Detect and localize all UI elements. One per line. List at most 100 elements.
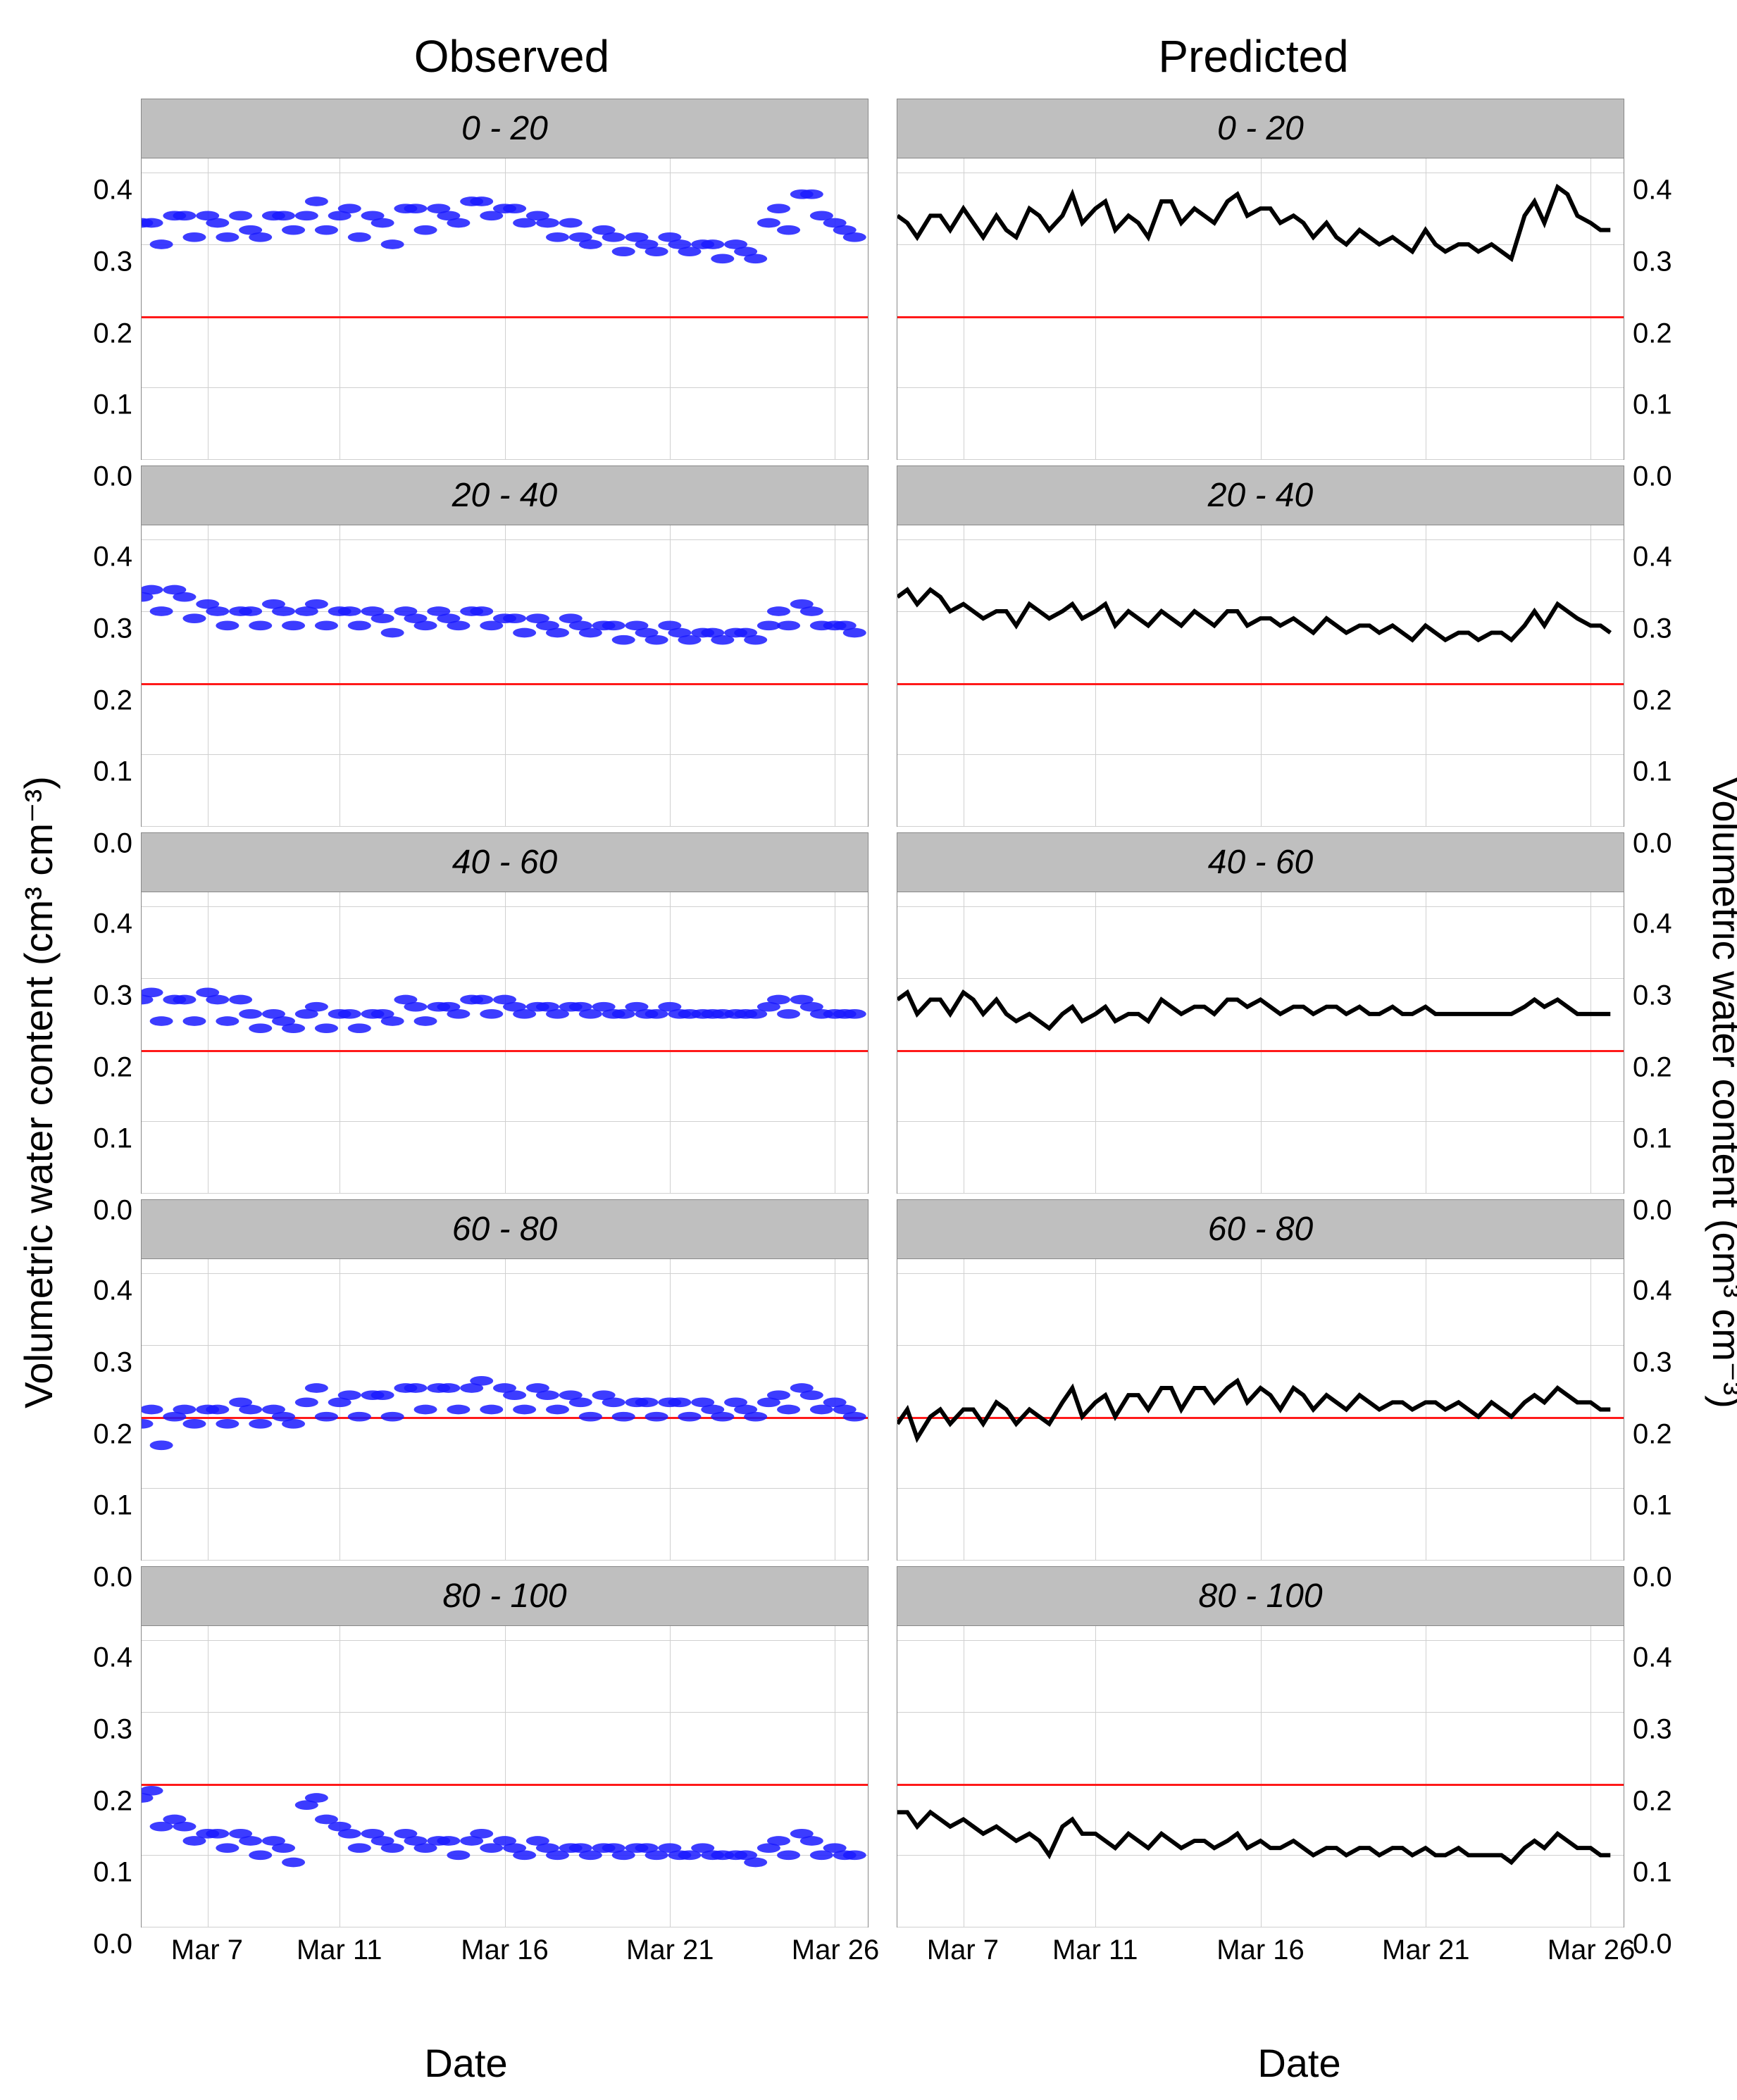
plot-area (897, 1626, 1624, 1927)
y-tick: 0.2 (1624, 1051, 1702, 1083)
panel-wrapper: 0.00.10.20.30.420 - 40 (897, 465, 1702, 827)
y-tick: 0.1 (63, 389, 141, 421)
y-tick: 0.0 (63, 1929, 141, 1961)
y-ticks: 0.00.10.20.30.4 (63, 832, 141, 1194)
y-tick: 0.2 (63, 1785, 141, 1817)
column-headers: Observed Predicted (14, 14, 1737, 99)
y-tick: 0.4 (63, 1275, 141, 1307)
facet-strip: 20 - 40 (897, 466, 1624, 525)
y-tick: 0.1 (1624, 1490, 1702, 1522)
panel-wrapper: 0.00.10.20.30.40 - 20 (897, 99, 1702, 460)
y-axis-title-right: Volumetric water content (cm³ cm⁻³) (1702, 99, 1737, 2086)
y-ticks: 0.00.10.20.30.4 (63, 1566, 141, 1927)
data-layer (897, 1626, 1624, 1927)
y-tick: 0.3 (63, 1347, 141, 1379)
figure: Observed Predicted Volumetric water cont… (14, 14, 1737, 2086)
y-tick: 0.3 (1624, 613, 1702, 645)
y-ticks: 0.00.10.20.30.4 (1624, 832, 1702, 1194)
panel-predicted-2: 40 - 60 (897, 832, 1624, 1194)
x-tick: Mar 11 (297, 1935, 382, 1966)
y-tick: 0.1 (1624, 389, 1702, 421)
facet-strip: 60 - 80 (142, 1200, 868, 1259)
y-tick: 0.4 (63, 175, 141, 206)
panel-wrapper: 0.00.10.20.30.440 - 60 (63, 832, 868, 1194)
y-ticks: 0.00.10.20.30.4 (1624, 465, 1702, 827)
y-tick: 0.1 (63, 1123, 141, 1155)
y-ticks: 0.00.10.20.30.4 (1624, 99, 1702, 460)
x-tick: Mar 16 (461, 1935, 549, 1966)
y-ticks: 0.00.10.20.30.4 (1624, 1199, 1702, 1561)
panel-wrapper: 0.00.10.20.30.40 - 20 (63, 99, 868, 460)
y-tick: 0.2 (63, 685, 141, 716)
panel-wrapper: 0.00.10.20.30.480 - 100 (63, 1566, 868, 1927)
panel-wrapper: 0.00.10.20.30.420 - 40 (63, 465, 868, 827)
plot-area (897, 525, 1624, 826)
x-tick: Mar 26 (792, 1935, 880, 1966)
y-tick: 0.2 (1624, 318, 1702, 349)
x-axis-title-predicted: Date (897, 2040, 1702, 2086)
facet-strip: 60 - 80 (897, 1200, 1624, 1259)
plot-area (897, 158, 1624, 459)
data-layer (897, 892, 1624, 1193)
x-axis-predicted: Mar 7Mar 11Mar 16Mar 21Mar 26 (897, 1927, 1624, 1998)
data-layer (142, 525, 868, 826)
plot-area (142, 1626, 868, 1927)
panel-observed-4: 80 - 100 (141, 1566, 868, 1927)
plot-area (142, 1259, 868, 1560)
y-tick: 0.2 (63, 1051, 141, 1083)
y-tick: 0.3 (1624, 980, 1702, 1012)
y-ticks: 0.00.10.20.30.4 (63, 99, 141, 460)
y-tick: 0.3 (1624, 1714, 1702, 1746)
x-tick: Mar 21 (1382, 1935, 1470, 1966)
panel-predicted-1: 20 - 40 (897, 465, 1624, 827)
x-tick: Mar 7 (171, 1935, 243, 1966)
y-tick: 0.4 (63, 908, 141, 940)
y-tick: 0.1 (63, 1490, 141, 1522)
y-axis-title-left: Volumetric water content (cm³ cm⁻³) (14, 99, 63, 2086)
data-layer (897, 1259, 1624, 1560)
y-tick: 0.3 (63, 246, 141, 278)
x-tick: Mar 16 (1216, 1935, 1305, 1966)
plot-area (142, 892, 868, 1193)
panel-wrapper: 0.00.10.20.30.440 - 60 (897, 832, 1702, 1194)
y-tick: 0.3 (1624, 1347, 1702, 1379)
x-tick: Mar 26 (1548, 1935, 1636, 1966)
y-tick: 0.3 (63, 1714, 141, 1746)
data-layer (142, 1626, 868, 1927)
y-ticks: 0.00.10.20.30.4 (63, 465, 141, 827)
y-tick: 0.3 (63, 980, 141, 1012)
facet-strip: 40 - 60 (897, 833, 1624, 892)
column-predicted: 0.00.10.20.30.40 - 200.00.10.20.30.420 -… (897, 99, 1702, 2086)
panel-wrapper: 0.00.10.20.30.460 - 80 (897, 1199, 1702, 1561)
y-ticks: 0.00.10.20.30.4 (63, 1199, 141, 1561)
plot-area (897, 892, 1624, 1193)
column-title-predicted: Predicted (883, 14, 1624, 99)
column-observed: 0.00.10.20.30.40 - 200.00.10.20.30.420 -… (63, 99, 868, 2086)
x-tick: Mar 7 (927, 1935, 999, 1966)
facet-strip: 20 - 40 (142, 466, 868, 525)
panel-predicted-4: 80 - 100 (897, 1566, 1624, 1927)
y-tick: 0.1 (63, 1857, 141, 1889)
data-layer (142, 1259, 868, 1560)
plot-area (142, 158, 868, 459)
panel-observed-1: 20 - 40 (141, 465, 868, 827)
y-tick: 0.1 (1624, 756, 1702, 788)
panel-wrapper: 0.00.10.20.30.460 - 80 (63, 1199, 868, 1561)
y-tick: 0.2 (1624, 685, 1702, 716)
y-tick: 0.4 (1624, 1642, 1702, 1674)
y-tick: 0.1 (1624, 1123, 1702, 1155)
y-tick: 0.3 (1624, 246, 1702, 278)
panel-predicted-0: 0 - 20 (897, 99, 1624, 460)
panel-observed-2: 40 - 60 (141, 832, 868, 1194)
x-tick: Mar 21 (626, 1935, 714, 1966)
x-tick: Mar 11 (1052, 1935, 1138, 1966)
facet-strip: 0 - 20 (897, 99, 1624, 158)
y-tick: 0.1 (1624, 1857, 1702, 1889)
y-tick: 0.4 (1624, 542, 1702, 573)
y-tick: 0.2 (63, 1418, 141, 1450)
x-axis-observed: Mar 7Mar 11Mar 16Mar 21Mar 26 (141, 1927, 868, 1998)
y-tick: 0.4 (63, 542, 141, 573)
x-axis-title-observed: Date (63, 2040, 868, 2086)
y-tick: 0.1 (63, 756, 141, 788)
y-tick: 0.2 (1624, 1785, 1702, 1817)
